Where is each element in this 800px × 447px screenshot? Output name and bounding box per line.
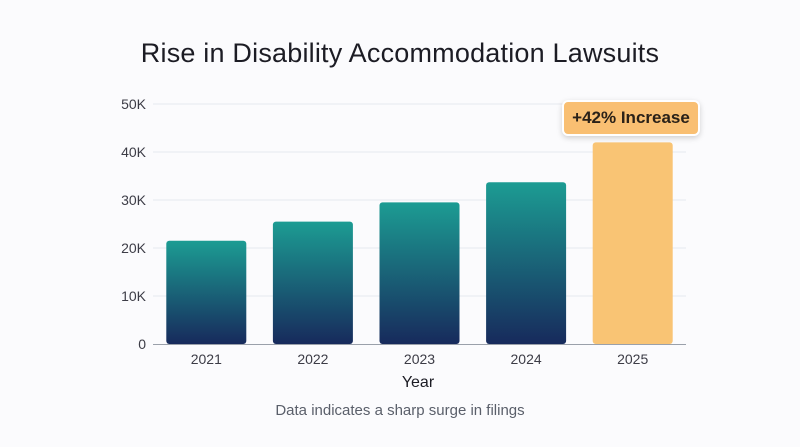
bar-2024 xyxy=(486,182,567,344)
y-tick-label: 40K xyxy=(121,144,147,160)
y-tick-label: 20K xyxy=(121,240,147,256)
y-tick-label: 30K xyxy=(121,192,147,208)
bar-2021 xyxy=(166,240,247,344)
y-tick-label: 50K xyxy=(121,96,147,112)
y-tick-label: 0 xyxy=(138,336,146,352)
bar-2025 xyxy=(592,142,673,344)
x-tick-label: 2021 xyxy=(191,351,222,367)
x-tick-label: 2023 xyxy=(404,351,435,367)
x-tick-label: 2024 xyxy=(511,351,542,367)
x-tick-label: 2022 xyxy=(297,351,328,367)
bars xyxy=(166,142,673,344)
bar-2022 xyxy=(272,221,353,344)
y-tick-label: 10K xyxy=(121,288,147,304)
increase-annotation: +42% Increase xyxy=(562,100,700,136)
bar-2023 xyxy=(379,202,460,344)
x-tick-label: 2025 xyxy=(617,351,648,367)
chart-footnote: Data indicates a sharp surge in filings xyxy=(275,402,525,419)
tick-labels: 0 10K 20K 30K 40K 50K 2021 2022 2023 2024 2025 xyxy=(121,96,648,367)
x-axis-title: Year xyxy=(402,374,435,391)
chart-title: Rise in Disability Accommodation Lawsuit… xyxy=(140,38,660,68)
